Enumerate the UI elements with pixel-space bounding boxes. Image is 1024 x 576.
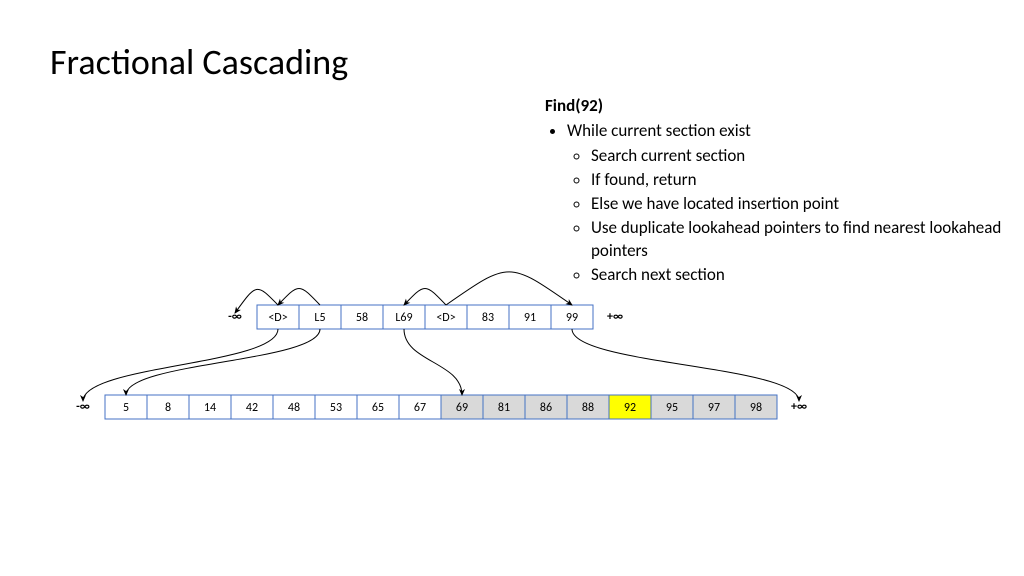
bottom-row-cell-label: 48 [288, 401, 300, 415]
bottom-row-cell-label: 86 [540, 401, 552, 415]
top-row-cell-label: L69 [395, 311, 412, 325]
neg-infinity-label: -∞ [228, 310, 242, 324]
top-row-cell-label: 58 [356, 311, 368, 325]
bottom-row-cell-label: 42 [246, 401, 258, 415]
pos-infinity-label: +∞ [607, 310, 623, 324]
top-row-cell-label: 91 [524, 311, 536, 325]
bottom-row-cell-label: 69 [456, 401, 468, 415]
cascade-arrow [572, 329, 799, 401]
diagram-svg: <D>L558L69<D>839199-∞+∞58144248536567698… [0, 0, 1024, 576]
cascade-arrow [83, 329, 278, 401]
top-row-cell-label: 83 [482, 311, 494, 325]
top-row-cell-label: 99 [566, 311, 578, 325]
bottom-row-cell-label: 95 [666, 401, 678, 415]
cascade-arrow [126, 329, 320, 395]
bottom-row-cell-label: 97 [708, 401, 720, 415]
bottom-row-cell-label: 8 [165, 401, 171, 415]
bottom-row-cell-label: 81 [498, 401, 510, 415]
bottom-row-cell-label: 5 [123, 401, 129, 415]
bottom-row-cell-label: 88 [582, 401, 594, 415]
bottom-row-cell-label: 53 [330, 401, 342, 415]
neg-infinity-label: -∞ [76, 400, 90, 414]
top-arc-arrow [278, 289, 320, 306]
top-row-cell-label: <D> [268, 311, 287, 325]
bottom-row-cell-label: 98 [750, 401, 762, 415]
bottom-row-cell-label: 92 [624, 401, 636, 415]
top-arc-arrow [404, 289, 446, 306]
top-arc-arrow [446, 272, 572, 305]
bottom-row-cell-label: 14 [204, 401, 216, 415]
top-row-cell-label: L5 [314, 311, 325, 325]
cascade-arrow [404, 329, 462, 395]
top-row-cell-label: <D> [436, 311, 455, 325]
bottom-row-cell-label: 67 [414, 401, 426, 415]
bottom-row-cell-label: 65 [372, 401, 384, 415]
pos-infinity-label: +∞ [791, 400, 807, 414]
